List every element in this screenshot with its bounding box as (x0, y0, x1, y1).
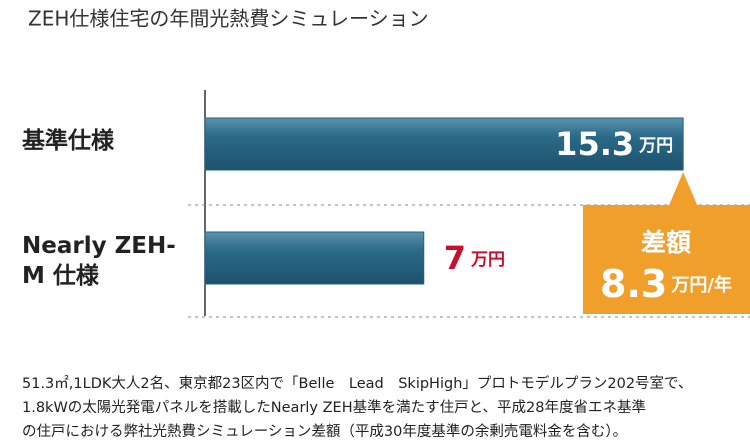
value-unit: 万円 (638, 136, 673, 156)
difference-unit: 万円/年 (670, 274, 732, 296)
category-label: 基準仕様 (22, 128, 114, 154)
value-number: 7 (444, 239, 466, 277)
value-number: 15.3 (555, 125, 634, 163)
value-unit: 万円 (470, 250, 505, 270)
category-label: Nearly ZEH-M 仕様 (22, 233, 176, 289)
footnote: 1.8kWの太陽光発電パネルを搭載したNearly ZEH基準を満たす住戸と、平… (22, 400, 646, 416)
difference-value-text: 8.3 万円/年 (600, 262, 732, 306)
bar (204, 231, 425, 285)
footnote: の住戸における弊社光熱費シミュレーション差額（平成30年度基準の余剰売電料金を含… (22, 424, 628, 440)
difference-label: 差額 (641, 228, 691, 257)
difference-callout (583, 172, 750, 314)
value-label: 7 万円 (444, 239, 505, 277)
footnote: 51.3㎡,1LDK大人2名、東京都23区内で「Belle Lead SkipH… (22, 376, 693, 392)
bar (204, 117, 684, 171)
chart-title: ZEH仕様住宅の年間光熱費シミュレーション (28, 7, 429, 31)
difference-value: 8.3 (600, 262, 667, 306)
value-label: 15.3 万円 (555, 125, 673, 163)
